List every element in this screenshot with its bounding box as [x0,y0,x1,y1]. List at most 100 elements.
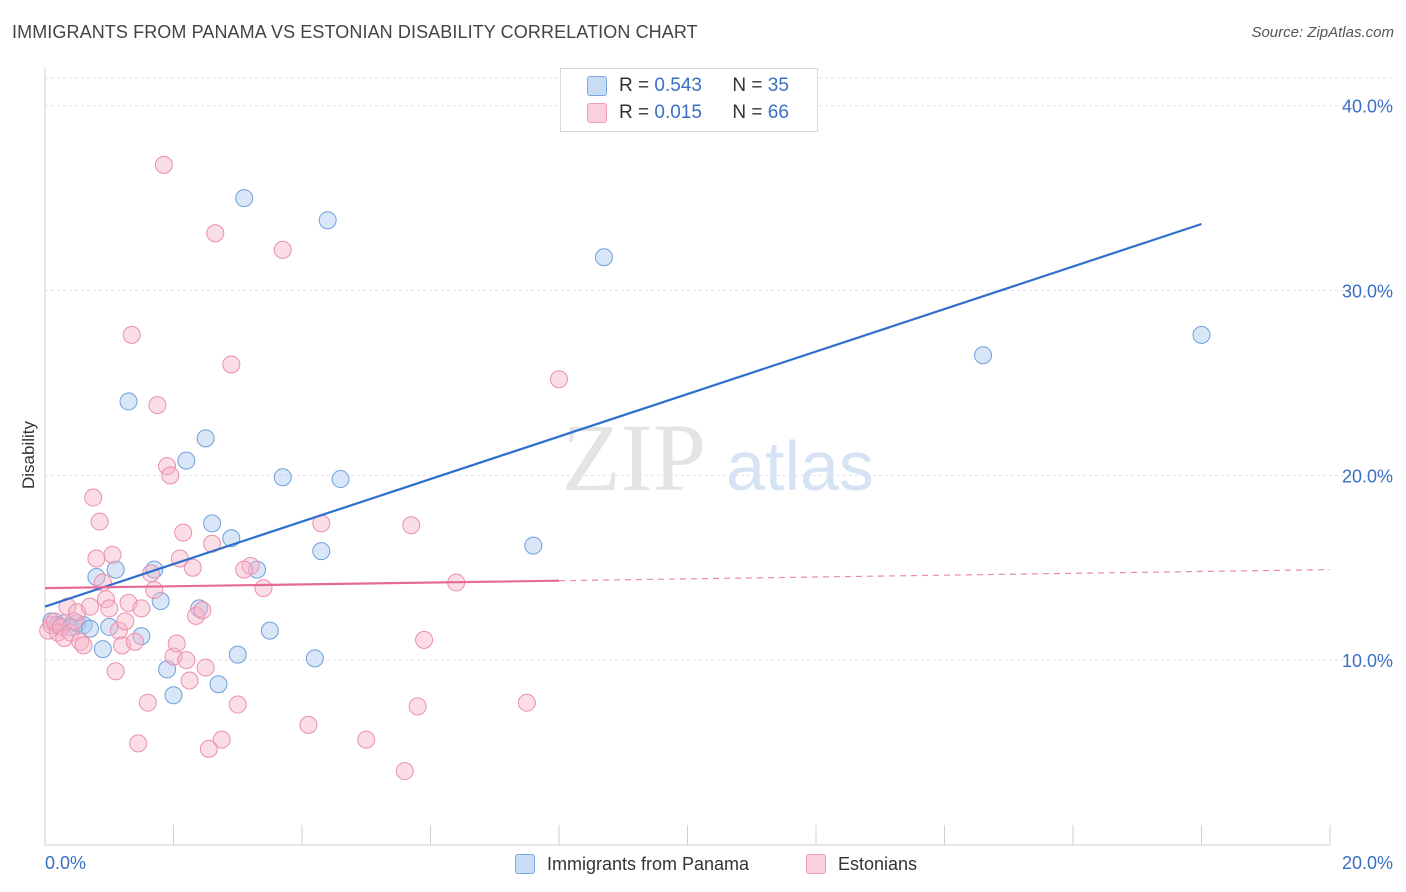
data-point [109,621,128,640]
data-point [116,612,135,631]
watermark: ZIP atlas [562,404,874,511]
data-point [199,739,218,758]
watermark-atlas: atlas [726,427,874,505]
data-point [174,523,193,542]
data-point [402,516,421,535]
data-point [228,695,247,714]
y-axis-label: Disability [19,420,38,489]
legend-swatch-estonians [587,103,607,123]
data-point [138,693,157,712]
data-point [235,560,254,579]
y-tick-label: 40.0% [1342,97,1393,117]
data-point [183,558,202,577]
data-point [125,632,144,651]
data-point [273,468,292,487]
data-point [177,651,196,670]
legend-n-value: 66 [767,102,789,123]
bottom-legend-label: Immigrants from Panama [547,853,750,874]
data-point [80,597,99,616]
data-point [100,599,119,618]
data-point [206,224,225,243]
data-point [106,662,125,681]
data-point [74,636,93,655]
bottom-legend-label: Estonians [838,853,918,874]
data-point [151,592,170,611]
bottom-swatch-panama [515,854,535,874]
data-point [517,693,536,712]
data-point [161,466,180,485]
data-point [132,599,151,618]
data-point [254,579,273,598]
bottom-legend-estonians: Estonians [806,851,917,877]
source-label: Source: ZipAtlas.com [1251,24,1394,41]
data-point [550,370,568,389]
data-point [167,634,186,653]
data-point [148,396,167,415]
data-point [357,730,376,749]
trend-line-estonians [44,579,560,590]
x-tick-label-min: 0.0% [45,853,86,873]
watermark-zip: ZIP [562,404,706,511]
data-point [93,640,112,659]
data-point [318,211,337,230]
legend-swatch-panama [587,76,607,96]
chart-title: IMMIGRANTS FROM PANAMA VS ESTONIAN DISAB… [12,22,698,42]
data-point [180,671,199,690]
legend-n-label: N = [732,102,768,123]
data-point [974,346,993,365]
legend-r-value: 0.015 [654,102,702,123]
data-point [196,429,215,448]
data-point [212,730,231,749]
data-point [594,248,613,267]
data-points [39,155,1211,781]
data-point [193,601,212,620]
data-point [80,619,99,638]
data-point [331,470,350,489]
data-point [154,155,173,174]
data-point [103,545,122,564]
x-tick-label-max: 20.0% [1342,853,1393,873]
data-point [61,623,80,642]
data-point [395,762,414,781]
y-tick-label: 10.0% [1342,651,1393,671]
data-point [1192,325,1211,344]
legend-row-estonians: R = 0.015 N = 66 [587,100,789,126]
bottom-swatch-estonians [806,854,826,874]
data-point [100,617,119,636]
data-point [129,734,148,753]
stats-legend: R = 0.543 N = 35 R = 0.015 N = 66 [560,68,818,132]
data-point [119,392,138,411]
data-point [209,675,228,694]
legend-r-label: R = [619,102,655,123]
data-point [524,536,543,555]
legend-n-value: 35 [767,75,789,96]
series-estonians [39,155,568,781]
data-point [164,686,183,705]
data-point [122,325,141,344]
tick-labels: 10.0% 20.0% 30.0% 40.0% 0.0% 20.0% [45,97,1393,873]
data-point [177,451,196,470]
data-point [145,580,164,599]
y-tick-label: 30.0% [1342,282,1393,302]
data-point [106,560,125,579]
data-point [312,542,331,561]
data-point [84,488,103,507]
data-point [90,512,109,531]
data-point [260,621,279,640]
data-point [228,645,247,664]
trend-line-estonians-extension [558,569,1331,582]
legend-r-value: 0.543 [654,75,702,96]
legend-n-label: N = [732,75,768,96]
bottom-legend-panama: Immigrants from Panama [515,851,749,877]
trend-lines [44,222,1331,608]
data-point [203,514,222,533]
trend-line-panama [44,222,1202,608]
data-point [305,649,324,668]
y-tick-label: 20.0% [1342,466,1393,486]
data-point [222,355,241,374]
legend-r-label: R = [619,75,655,96]
data-point [196,658,215,677]
legend-row-panama: R = 0.543 N = 35 [587,73,789,99]
data-point [273,240,292,259]
